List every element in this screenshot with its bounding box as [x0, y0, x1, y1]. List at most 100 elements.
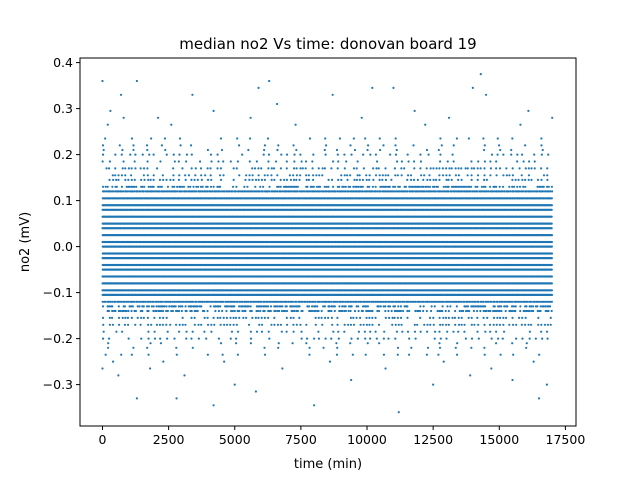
scatter-point	[134, 309, 138, 313]
scatter-point	[466, 309, 469, 313]
scatter-point	[301, 309, 304, 313]
scatter-point	[153, 316, 156, 319]
scatter-point	[397, 305, 400, 308]
scatter-point	[377, 323, 381, 326]
scatter-point	[377, 305, 380, 308]
scatter-point	[111, 305, 114, 308]
scatter-point	[406, 305, 409, 308]
scatter-point	[317, 330, 320, 333]
scatter-point	[317, 337, 321, 340]
scatter-point	[364, 305, 368, 308]
scatter-point	[356, 337, 359, 340]
scatter-point	[426, 323, 429, 326]
scatter-point	[142, 316, 145, 319]
scatter-point	[447, 316, 450, 319]
scatter-point	[238, 316, 241, 319]
scatter-point	[221, 353, 224, 356]
scatter-point	[466, 300, 469, 303]
scatter-point	[513, 300, 516, 303]
scatter-point	[190, 309, 193, 313]
scatter-point	[255, 330, 259, 333]
scatter-point	[291, 342, 294, 345]
scatter-point	[161, 323, 164, 326]
scatter-point	[233, 300, 236, 303]
scatter-point	[500, 309, 503, 313]
scatter-point	[498, 309, 501, 313]
scatter-point	[316, 305, 319, 308]
scatter-point	[177, 305, 180, 308]
scatter-point	[490, 300, 493, 303]
scatter-point	[153, 337, 157, 340]
scatter-point	[528, 330, 531, 333]
scatter-point	[538, 300, 541, 303]
scatter-point	[152, 309, 155, 313]
scatter-point	[477, 337, 480, 340]
scatter-point	[500, 305, 503, 308]
scatter-point	[138, 305, 141, 308]
scatter-point	[222, 316, 225, 319]
scatter-point	[306, 305, 309, 308]
scatter-point	[305, 342, 308, 345]
scatter-point	[509, 300, 512, 303]
scatter-point	[540, 300, 543, 303]
scatter-point	[357, 330, 360, 333]
scatter-point	[155, 300, 159, 303]
scatter-point	[327, 316, 330, 319]
scatter-point	[470, 346, 473, 349]
scatter-point	[394, 337, 397, 340]
scatter-point	[230, 330, 234, 333]
scatter-point	[191, 330, 194, 333]
scatter-point	[285, 316, 288, 319]
scatter-point	[234, 316, 238, 319]
scatter-point	[528, 305, 531, 308]
scatter-point	[120, 300, 123, 303]
scatter-point	[222, 300, 225, 303]
scatter-point	[550, 275, 553, 278]
scatter-point	[155, 309, 158, 313]
scatter-point	[160, 309, 163, 313]
scatter-point	[550, 257, 553, 260]
scatter-point	[328, 309, 331, 313]
scatter-point	[464, 309, 468, 313]
scatter-point	[403, 300, 406, 303]
scatter-point	[484, 330, 487, 333]
scatter-point	[377, 300, 380, 303]
scatter-point	[249, 337, 253, 340]
scatter-point	[483, 323, 486, 326]
scatter-point	[422, 305, 425, 308]
scatter-point	[453, 316, 457, 319]
scatter-point	[123, 305, 126, 308]
scatter-point	[114, 300, 117, 303]
scatter-point	[263, 300, 266, 303]
scatter-point	[527, 323, 530, 326]
scatter-point	[408, 337, 411, 340]
scatter-point	[155, 323, 159, 326]
scatter-point	[399, 300, 402, 303]
scatter-point	[335, 353, 339, 356]
scatter-point	[291, 305, 295, 308]
scatter-point	[142, 300, 145, 303]
scatter-point	[493, 300, 496, 303]
scatter-point	[181, 323, 184, 326]
scatter-point	[344, 300, 347, 303]
scatter-point	[454, 309, 457, 313]
scatter-point	[236, 353, 239, 356]
scatter-point	[484, 305, 487, 308]
scatter-point	[325, 300, 328, 303]
scatter-point	[352, 316, 355, 319]
scatter-point	[308, 353, 311, 356]
scatter-point	[428, 316, 432, 319]
scatter-point	[152, 305, 155, 308]
scatter-point	[365, 323, 368, 326]
scatter-point	[111, 309, 114, 313]
scatter-point	[292, 323, 295, 326]
scatter-point	[185, 330, 188, 333]
scatter-point	[357, 305, 360, 308]
scatter-point	[482, 309, 485, 313]
scatter-point	[416, 323, 419, 326]
scatter-point	[149, 342, 152, 345]
scatter-point	[502, 316, 505, 319]
scatter-point	[274, 309, 277, 313]
scatter-point	[217, 300, 220, 303]
scatter-point	[107, 342, 110, 345]
